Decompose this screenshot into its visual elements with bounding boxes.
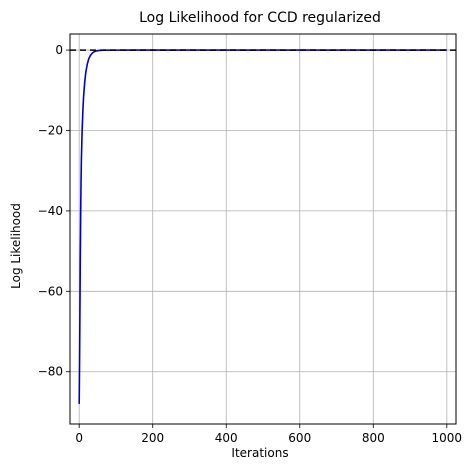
y-tick-label: 0 <box>55 43 63 57</box>
y-tick-label: −60 <box>38 284 63 298</box>
y-axis-label: Log Likelihood <box>9 203 23 289</box>
x-axis-label: Iterations <box>231 446 288 460</box>
y-tick-label: −40 <box>38 204 63 218</box>
x-tick-label: 600 <box>288 431 311 445</box>
y-axis-ticks: 0 −20 −40 −60 −80 <box>38 43 70 379</box>
x-tick-label: 1000 <box>432 431 463 445</box>
x-tick-label: 800 <box>362 431 385 445</box>
x-tick-label: 200 <box>141 431 164 445</box>
x-tick-label: 0 <box>75 431 83 445</box>
axes-frame <box>69 33 457 425</box>
plot-area <box>70 49 456 404</box>
chart-title: Log Likelihood for CCD regularized <box>139 10 381 26</box>
y-tick-label: −20 <box>38 123 63 137</box>
x-axis-ticks: 0 200 400 600 800 1000 <box>75 424 462 445</box>
x-tick-label: 400 <box>215 431 238 445</box>
grid-lines <box>70 34 456 424</box>
y-tick-label: −80 <box>38 365 63 379</box>
